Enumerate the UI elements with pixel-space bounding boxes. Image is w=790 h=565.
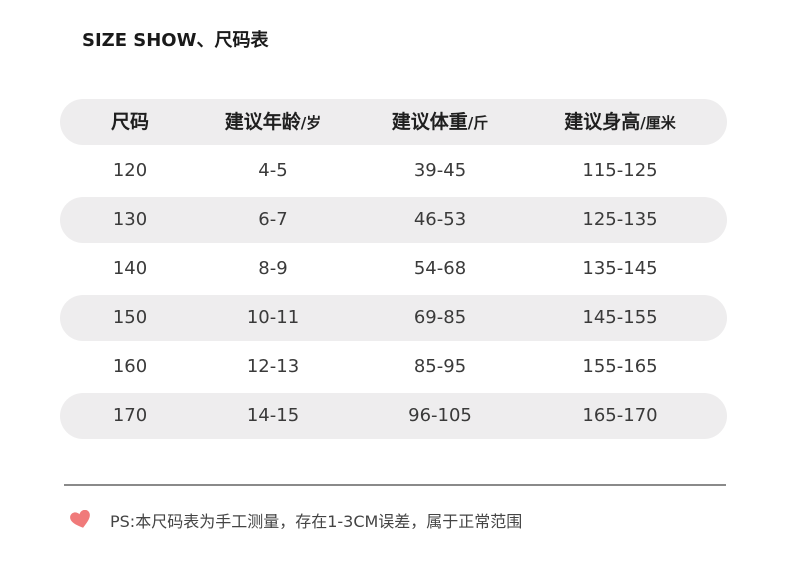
- cell-age: 4-5: [258, 160, 288, 181]
- table-row: 120 4-5 39-45 115-125: [60, 148, 727, 194]
- header-height-label: 建议身高: [564, 111, 641, 133]
- cell-height: 145-155: [582, 307, 658, 328]
- note-text: PS:本尺码表为手工测量，存在1-3CM误差，属于正常范围: [110, 512, 523, 531]
- cell-weight: 96-105: [408, 405, 472, 426]
- header-age-unit: /岁: [300, 114, 322, 132]
- cell-size: 130: [112, 209, 148, 230]
- table-row: 130 6-7 46-53 125-135: [60, 197, 727, 243]
- cell-size: 170: [112, 405, 148, 426]
- cell-age: 10-11: [246, 307, 300, 328]
- cell-height: 165-170: [582, 405, 658, 426]
- table-row: 150 10-11 69-85 145-155: [60, 295, 727, 341]
- cell-size: 160: [112, 356, 148, 377]
- table-header-row: 尺码 建议年龄/岁 建议体重/斤 建议身高/厘米: [60, 99, 727, 145]
- header-weight-unit: /斤: [467, 114, 489, 132]
- header-age-label: 建议年龄: [224, 111, 301, 133]
- table-row: 170 14-15 96-105 165-170: [60, 393, 727, 439]
- heart-icon: [70, 510, 90, 528]
- cell-weight: 69-85: [413, 307, 467, 328]
- table-row: 160 12-13 85-95 155-165: [60, 344, 727, 390]
- cell-weight: 39-45: [413, 160, 467, 181]
- cell-height: 125-135: [582, 209, 658, 230]
- header-size: 尺码: [111, 99, 149, 145]
- header-size-label: 尺码: [110, 111, 150, 133]
- header-height: 建议身高/厘米: [564, 99, 676, 145]
- cell-age: 6-7: [258, 209, 288, 230]
- header-age: 建议年龄/岁: [225, 99, 322, 145]
- cell-height: 115-125: [582, 160, 658, 181]
- cell-age: 14-15: [246, 405, 300, 426]
- divider: [64, 484, 726, 486]
- cell-age: 12-13: [246, 356, 300, 377]
- header-weight: 建议体重/斤: [392, 99, 489, 145]
- cell-weight: 46-53: [413, 209, 467, 230]
- cell-weight: 54-68: [413, 258, 467, 279]
- cell-size: 150: [112, 307, 148, 328]
- cell-size: 140: [112, 258, 148, 279]
- size-table: 尺码 建议年龄/岁 建议体重/斤 建议身高/厘米 120 4-5 39-45 1…: [60, 99, 727, 442]
- table-row: 140 8-9 54-68 135-145: [60, 246, 727, 292]
- cell-age: 8-9: [258, 258, 288, 279]
- cell-height: 135-145: [582, 258, 658, 279]
- header-weight-label: 建议体重: [391, 111, 468, 133]
- header-height-unit: /厘米: [640, 114, 676, 132]
- measurement-note: PS:本尺码表为手工测量，存在1-3CM误差，属于正常范围: [70, 508, 522, 532]
- cell-height: 155-165: [582, 356, 658, 377]
- cell-weight: 85-95: [413, 356, 467, 377]
- cell-size: 120: [112, 160, 148, 181]
- page-title: SIZE SHOW、尺码表: [82, 30, 269, 51]
